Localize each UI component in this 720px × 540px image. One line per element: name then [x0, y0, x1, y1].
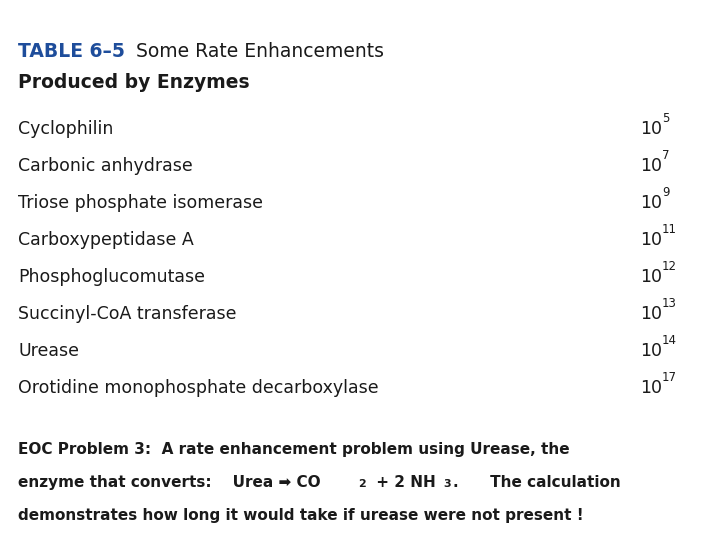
Text: 10: 10 — [640, 120, 662, 138]
Text: 10: 10 — [640, 157, 662, 175]
Text: Produced by Enzymes: Produced by Enzymes — [18, 73, 250, 92]
Text: 7: 7 — [662, 149, 670, 162]
Text: Cyclophilin: Cyclophilin — [18, 120, 113, 138]
Text: demonstrates how long it would take if urease were not present !: demonstrates how long it would take if u… — [18, 508, 584, 523]
Text: .      The calculation: . The calculation — [453, 475, 621, 490]
Text: 10: 10 — [640, 268, 662, 286]
Text: + 2 NH: + 2 NH — [371, 475, 436, 490]
Text: 17: 17 — [662, 371, 677, 384]
Text: TABLE 6–5: TABLE 6–5 — [18, 42, 125, 61]
Text: 10: 10 — [640, 342, 662, 360]
Text: 10: 10 — [640, 194, 662, 212]
Text: Carboxypeptidase A: Carboxypeptidase A — [18, 231, 194, 249]
Text: Urease: Urease — [18, 342, 79, 360]
Text: EOC Problem 3:  A rate enhancement problem using Urease, the: EOC Problem 3: A rate enhancement proble… — [18, 442, 570, 457]
Text: 3: 3 — [443, 479, 451, 489]
Text: 5: 5 — [662, 112, 670, 125]
Text: 2: 2 — [358, 479, 366, 489]
Text: Some Rate Enhancements: Some Rate Enhancements — [118, 42, 384, 61]
Text: 12: 12 — [662, 260, 677, 273]
Text: Triose phosphate isomerase: Triose phosphate isomerase — [18, 194, 263, 212]
Text: 10: 10 — [640, 305, 662, 323]
Text: enzyme that converts:    Urea ➡ CO: enzyme that converts: Urea ➡ CO — [18, 475, 320, 490]
Text: 10: 10 — [640, 231, 662, 249]
Text: 9: 9 — [662, 186, 670, 199]
Text: Phosphoglucomutase: Phosphoglucomutase — [18, 268, 205, 286]
Text: 13: 13 — [662, 297, 677, 310]
Text: 10: 10 — [640, 379, 662, 397]
Text: Orotidine monophosphate decarboxylase: Orotidine monophosphate decarboxylase — [18, 379, 379, 397]
Text: Succinyl-CoA transferase: Succinyl-CoA transferase — [18, 305, 236, 323]
Text: 14: 14 — [662, 334, 677, 347]
Text: Carbonic anhydrase: Carbonic anhydrase — [18, 157, 193, 175]
Text: 11: 11 — [662, 223, 677, 236]
